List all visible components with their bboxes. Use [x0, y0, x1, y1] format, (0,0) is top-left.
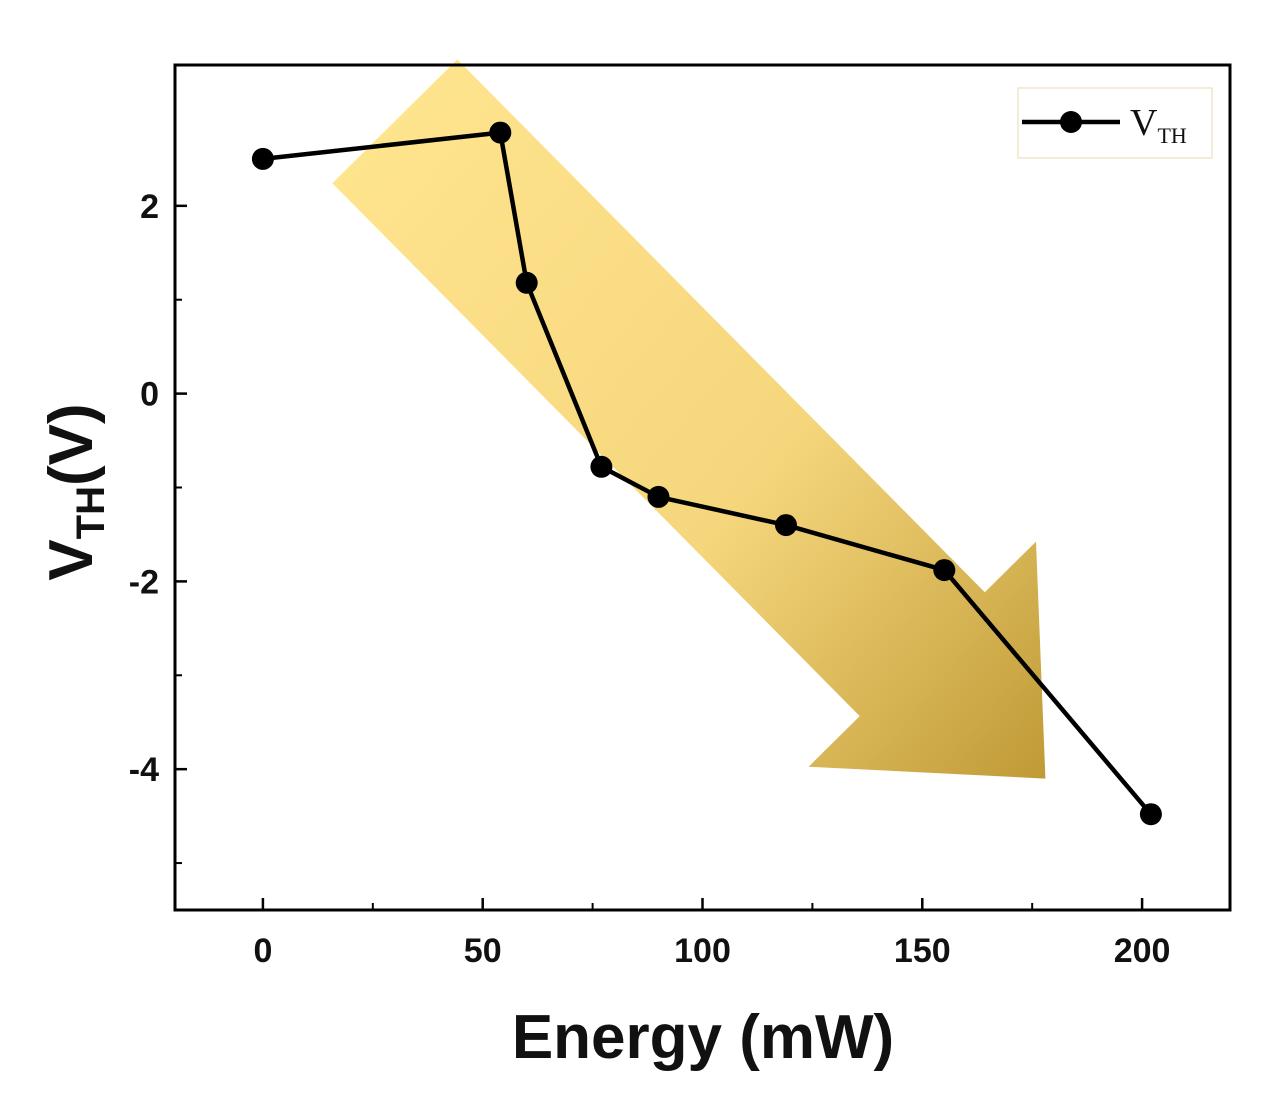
x-tick-label: 50: [464, 932, 502, 970]
y-tick-label: -4: [129, 751, 159, 789]
data-point: [775, 514, 797, 537]
x-tick-label: 0: [253, 932, 272, 970]
trend-arrow: [332, 59, 1046, 779]
legend-label: VTH: [1130, 102, 1187, 148]
data-point: [647, 485, 670, 508]
y-tick-label: -2: [129, 563, 159, 601]
data-point: [489, 121, 512, 144]
x-axis-title: Energy (mW): [512, 1003, 894, 1072]
data-point: [251, 147, 274, 170]
y-axis-title: VTH(V): [37, 403, 113, 580]
x-tick-label: 150: [894, 932, 951, 970]
series-line-vth: [262, 130, 1153, 816]
data-point: [1139, 803, 1162, 826]
x-tick-label: 100: [674, 932, 731, 970]
x-tick-label: 200: [1114, 932, 1171, 970]
data-point: [515, 271, 538, 294]
y-tick-label: 2: [140, 188, 159, 226]
legend: VTH: [1017, 87, 1213, 159]
data-point: [933, 559, 956, 582]
legend-marker: [1060, 111, 1082, 133]
y-tick-label: 0: [140, 376, 159, 414]
data-point: [590, 455, 613, 478]
